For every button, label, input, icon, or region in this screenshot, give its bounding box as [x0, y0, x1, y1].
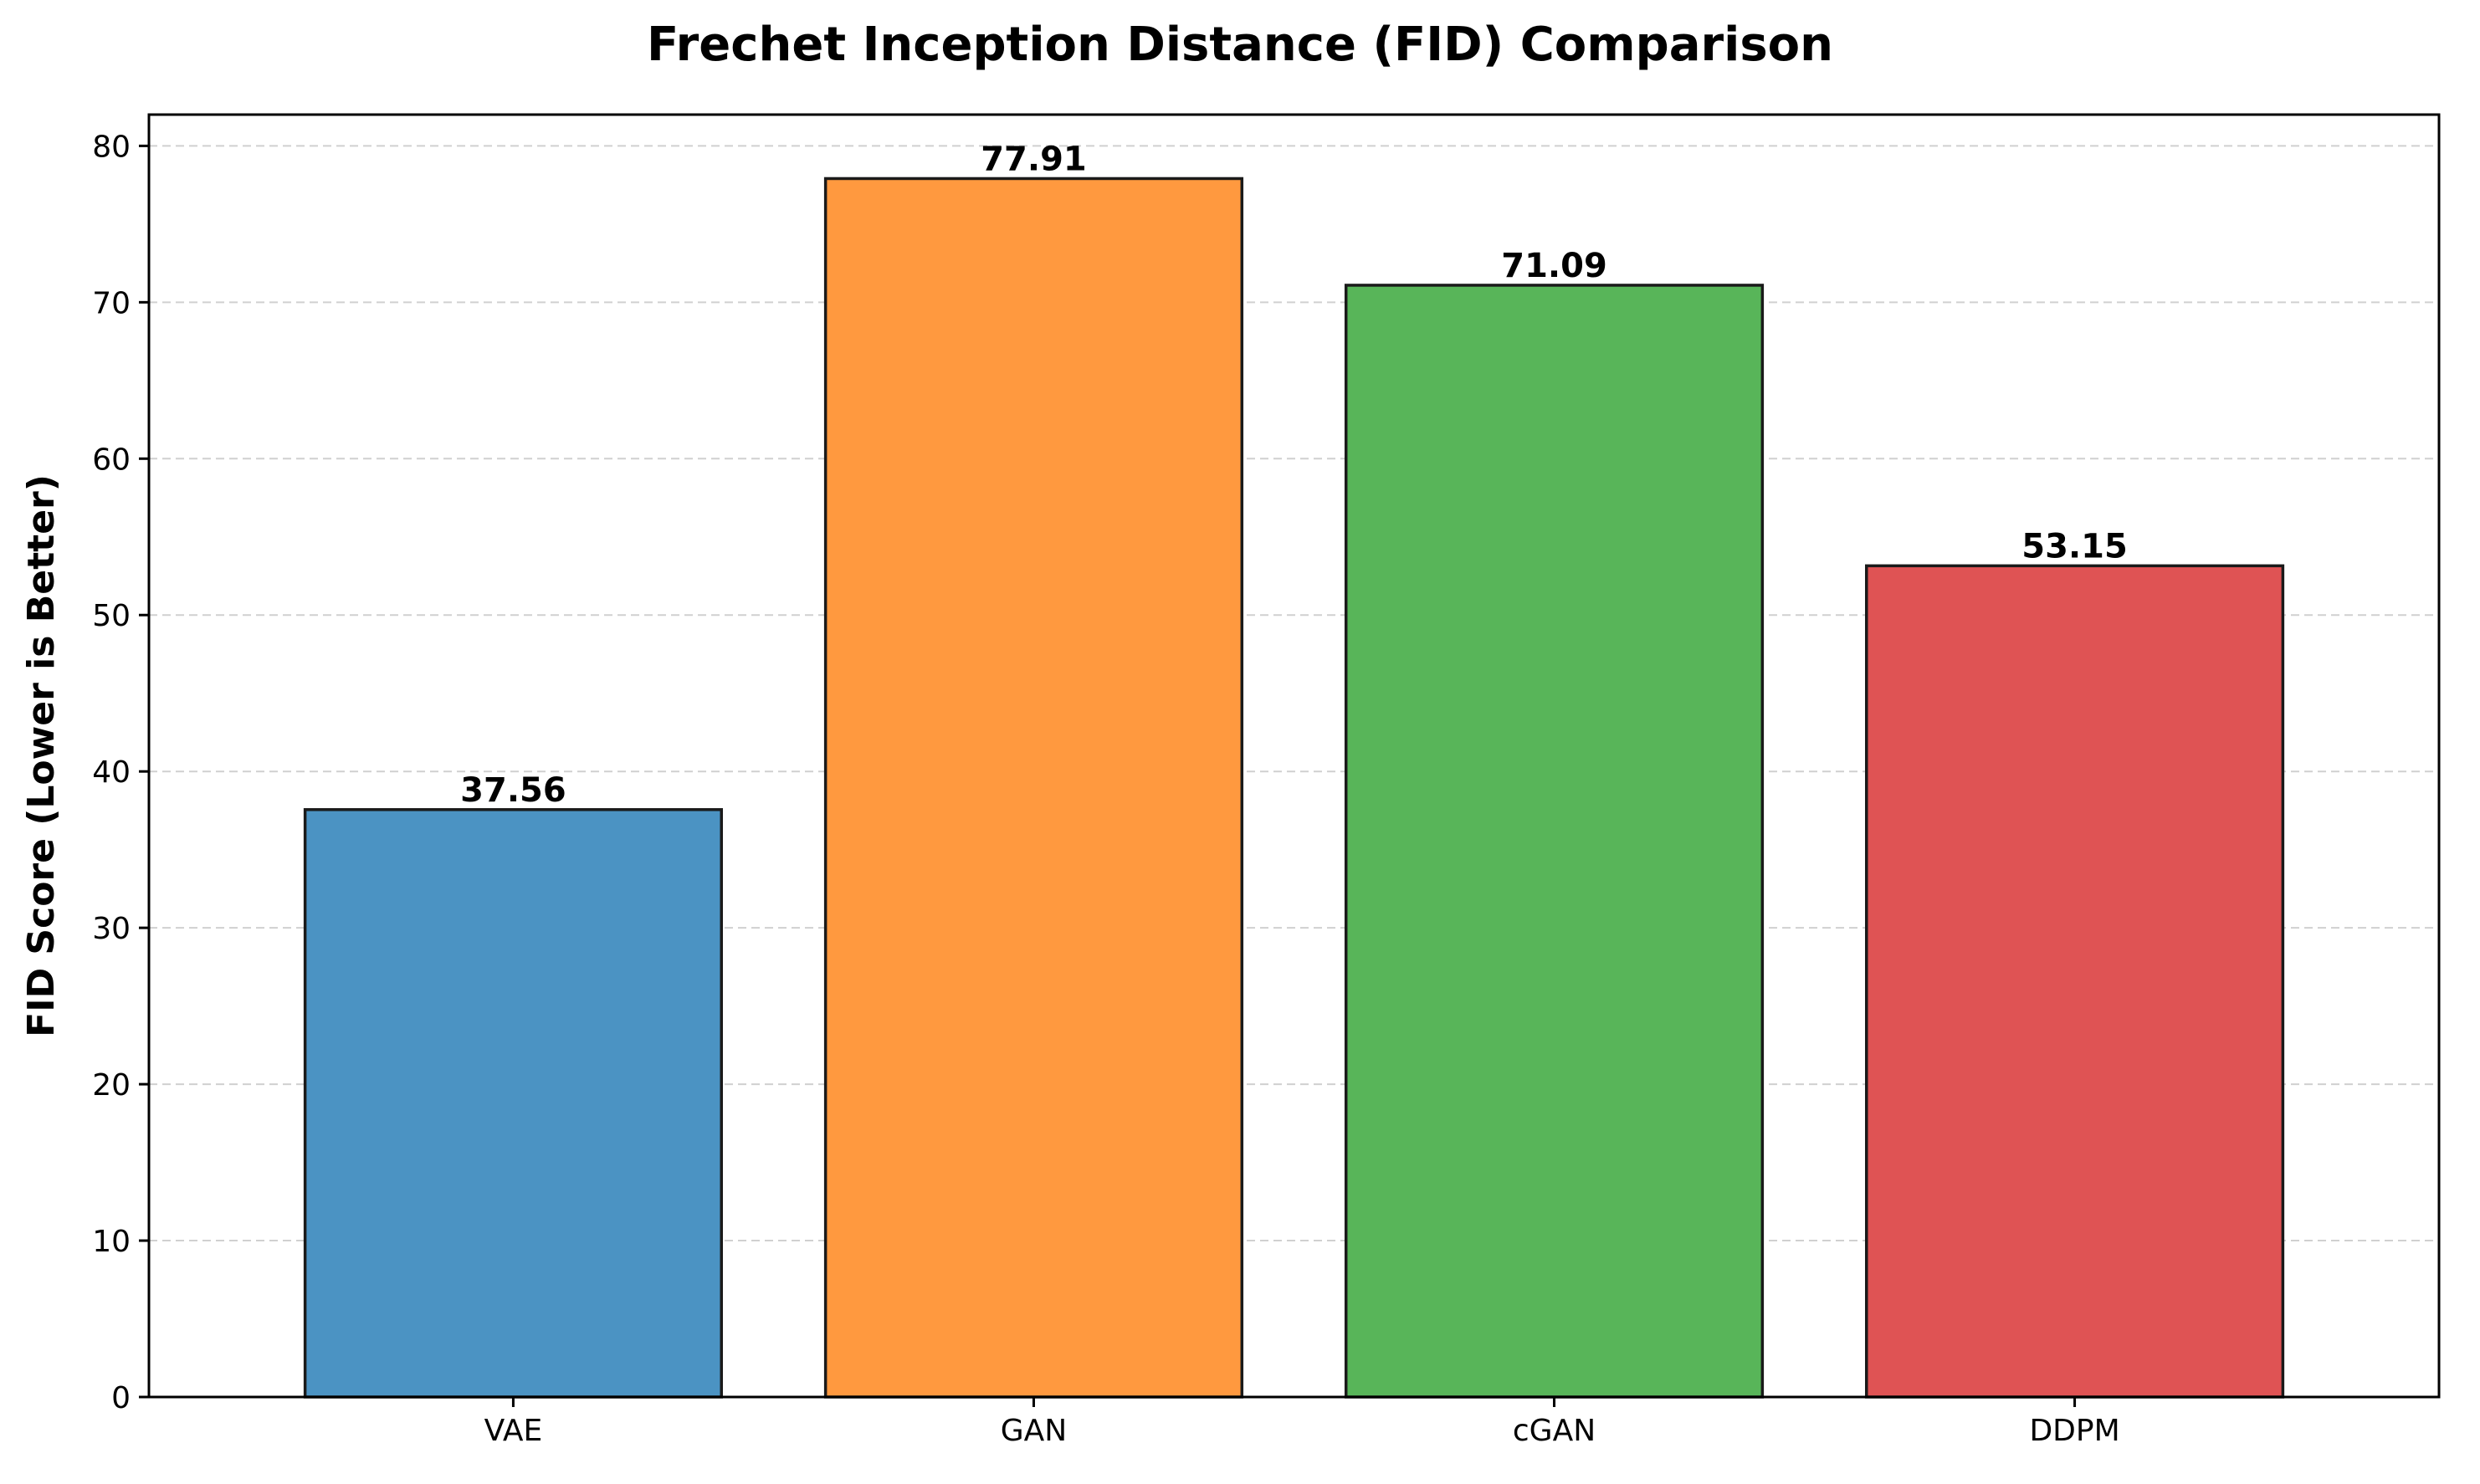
y-tick-label: 30	[92, 912, 131, 946]
y-tick-label: 60	[92, 443, 131, 477]
value-label-gan: 77.91	[981, 140, 1087, 178]
x-tick-label-gan: GAN	[1001, 1414, 1067, 1448]
x-tick-label-ddpm: DDPM	[2029, 1414, 2119, 1448]
y-tick-label: 40	[92, 755, 131, 790]
bar-vae	[303, 808, 723, 1399]
y-tick-label: 0	[111, 1381, 131, 1415]
y-tick-label: 50	[92, 599, 131, 633]
x-tick-label-cgan: cGAN	[1513, 1414, 1596, 1448]
value-label-ddpm: 53.15	[2021, 527, 2128, 565]
x-tick-label-vae: VAE	[484, 1414, 543, 1448]
bars	[303, 177, 2285, 1399]
value-label-cgan: 71.09	[1501, 247, 1607, 285]
bar-ddpm	[1865, 564, 2285, 1399]
chart-title: Frechet Inception Distance (FID) Compari…	[647, 18, 1833, 72]
y-tick-label: 10	[92, 1225, 131, 1259]
y-tick-label: 20	[92, 1068, 131, 1103]
y-tick-label: 80	[92, 130, 131, 164]
bar-cgan	[1344, 284, 1765, 1399]
y-tick-label: 70	[92, 286, 131, 320]
bar-gan	[823, 177, 1244, 1399]
plot-frame	[147, 113, 2441, 1399]
y-axis-label: FID Score (Lower is Better)	[20, 474, 63, 1037]
value-label-vae: 37.56	[460, 771, 566, 810]
axes: 0 10 20 30 40 50 60 70 80 VAE GAN cGAN DDPM	[92, 113, 2441, 1448]
value-labels: 37.56 77.91 71.09 53.15	[460, 140, 2128, 809]
